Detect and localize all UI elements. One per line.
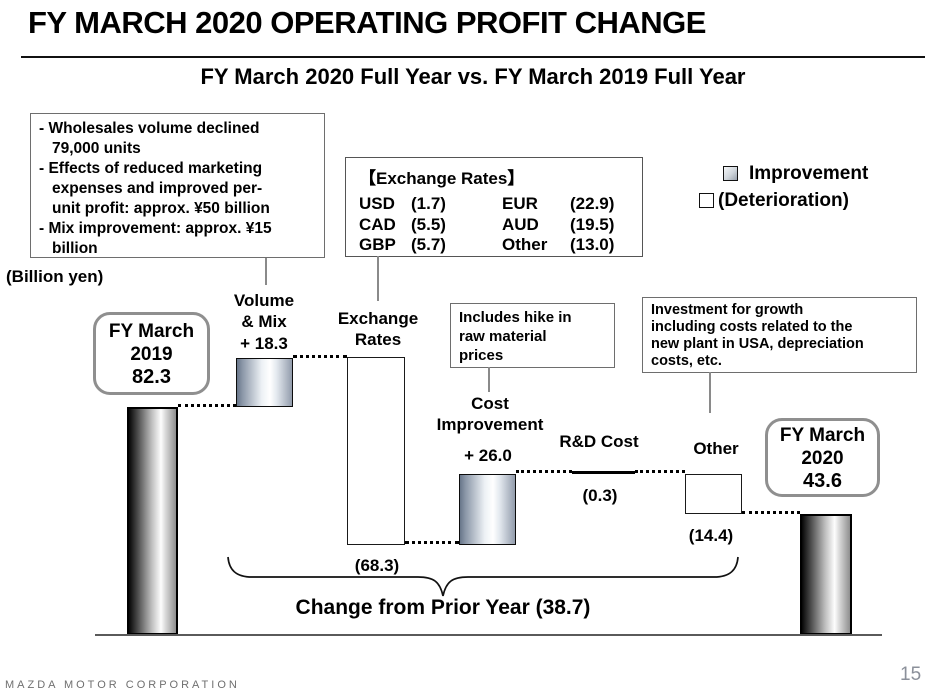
callout-connector-line bbox=[265, 258, 267, 285]
note-line: unit profit: approx. ¥50 billion bbox=[52, 200, 270, 217]
x-axis-baseline bbox=[95, 634, 882, 636]
page-title: FY MARCH 2020 OPERATING PROFIT CHANGE bbox=[28, 5, 706, 40]
page-number: 15 bbox=[900, 664, 922, 685]
note-line: Investment for growth bbox=[651, 302, 804, 318]
callout-connector-line bbox=[488, 367, 490, 392]
exchange-rate-row: GBP (5.7) Other (13.0) bbox=[359, 235, 642, 256]
cost-note-box: Includes hike in raw material prices bbox=[450, 303, 615, 368]
label-line: Exchange bbox=[337, 309, 419, 328]
step-connector-dotted bbox=[293, 355, 347, 358]
other-value: (14.4) bbox=[688, 526, 734, 545]
currency-label: AUD bbox=[502, 214, 539, 234]
note-line: billion bbox=[52, 240, 98, 257]
fy2019-line2: 2019 bbox=[130, 344, 173, 365]
bar-other bbox=[685, 474, 742, 514]
legend-improvement-label: Improvement bbox=[749, 163, 869, 184]
step-connector-dotted bbox=[405, 541, 459, 544]
exchange-rates-title: 【Exchange Rates】 bbox=[359, 169, 525, 188]
step-connector-dotted bbox=[178, 404, 236, 407]
label-line: & Mix bbox=[241, 312, 287, 331]
fy2020-value: 43.6 bbox=[803, 470, 842, 492]
rnd-cost-label: R&D Cost bbox=[559, 432, 639, 451]
volume-mix-label: Volume & Mix bbox=[214, 290, 314, 332]
currency-value: (19.5) bbox=[570, 214, 615, 234]
note-line: Includes hike in bbox=[459, 309, 572, 326]
other-label: Other bbox=[693, 439, 739, 458]
note-line: - Mix improvement: approx. ¥15 bbox=[39, 220, 272, 237]
exchange-rates-label: Exchange Rates bbox=[328, 308, 428, 350]
fy2020-value-box: FY March 2020 43.6 bbox=[765, 418, 880, 497]
volume-notes-box: - Wholesales volume declined 79,000 unit… bbox=[30, 113, 325, 258]
total-change-brace bbox=[227, 556, 739, 597]
label-line: Cost bbox=[471, 394, 509, 413]
currency-value: (1.7) bbox=[411, 194, 446, 213]
note-line: - Effects of reduced marketing bbox=[39, 160, 263, 177]
company-footer: MAZDA MOTOR CORPORATION bbox=[5, 679, 240, 691]
fy2020-line1: FY March bbox=[779, 425, 866, 446]
exchange-rates-value: (68.3) bbox=[354, 556, 400, 575]
axis-unit-label: (Billion yen) bbox=[6, 267, 104, 286]
label-line: Rates bbox=[354, 330, 402, 349]
exchange-rate-row: CAD (5.5) AUD (19.5) bbox=[359, 215, 642, 236]
step-connector-dotted bbox=[635, 470, 685, 473]
slide-subtitle: FY March 2020 Full Year vs. FY March 201… bbox=[200, 64, 746, 89]
fy2019-value-box: FY March 2019 82.3 bbox=[93, 312, 210, 395]
currency-label: Other bbox=[502, 235, 548, 254]
step-connector-dotted bbox=[742, 511, 800, 514]
bar-cost-improvement bbox=[459, 474, 516, 545]
exchange-rates-box: 【Exchange Rates】 USD (1.7) EUR (22.9) CA… bbox=[345, 157, 643, 257]
bar-exchange-rates bbox=[347, 357, 405, 545]
deterioration-swatch-icon bbox=[699, 193, 714, 208]
currency-label: USD bbox=[359, 194, 395, 213]
cost-improvement-value: + 26.0 bbox=[464, 446, 512, 465]
currency-value: (5.5) bbox=[411, 214, 446, 234]
currency-value: (22.9) bbox=[570, 194, 615, 213]
fy2019-value: 82.3 bbox=[132, 366, 171, 388]
volume-mix-value: + 18.3 bbox=[240, 334, 288, 353]
total-change-label: Change from Prior Year (38.7) bbox=[295, 596, 591, 619]
bar-fy2019 bbox=[127, 407, 178, 635]
bar-rnd-cost bbox=[572, 471, 635, 474]
title-divider bbox=[21, 56, 925, 58]
label-line: Improvement bbox=[436, 415, 544, 434]
note-line: new plant in USA, depreciation bbox=[651, 336, 864, 352]
note-line: costs, etc. bbox=[651, 353, 722, 369]
currency-label: EUR bbox=[502, 194, 538, 213]
currency-value: (13.0) bbox=[570, 235, 615, 254]
note-line: 79,000 units bbox=[52, 140, 141, 157]
fy2019-line1: FY March bbox=[108, 321, 195, 342]
note-line: expenses and improved per- bbox=[52, 180, 263, 197]
currency-value: (5.7) bbox=[411, 235, 446, 254]
note-line: prices bbox=[459, 347, 504, 364]
callout-connector-line bbox=[377, 256, 379, 301]
step-connector-dotted bbox=[516, 470, 572, 473]
improvement-swatch-icon bbox=[723, 166, 738, 181]
callout-connector-line bbox=[709, 372, 711, 413]
legend-deterioration-label: (Deterioration) bbox=[718, 190, 849, 211]
exchange-rate-row: USD (1.7) EUR (22.9) bbox=[359, 194, 642, 215]
growth-note-box: Investment for growth including costs re… bbox=[642, 297, 917, 373]
note-line: including costs related to the bbox=[651, 319, 853, 335]
bar-volume-mix bbox=[236, 358, 293, 407]
label-line: Volume bbox=[233, 291, 295, 310]
currency-label: GBP bbox=[359, 235, 396, 254]
note-line: raw material bbox=[459, 328, 547, 345]
note-line: - Wholesales volume declined bbox=[39, 120, 260, 137]
rnd-cost-value: (0.3) bbox=[582, 486, 618, 505]
cost-improvement-label: Cost Improvement bbox=[425, 393, 555, 435]
fy2020-line2: 2020 bbox=[801, 448, 844, 469]
bar-fy2020 bbox=[800, 514, 852, 635]
currency-label: CAD bbox=[359, 214, 396, 234]
